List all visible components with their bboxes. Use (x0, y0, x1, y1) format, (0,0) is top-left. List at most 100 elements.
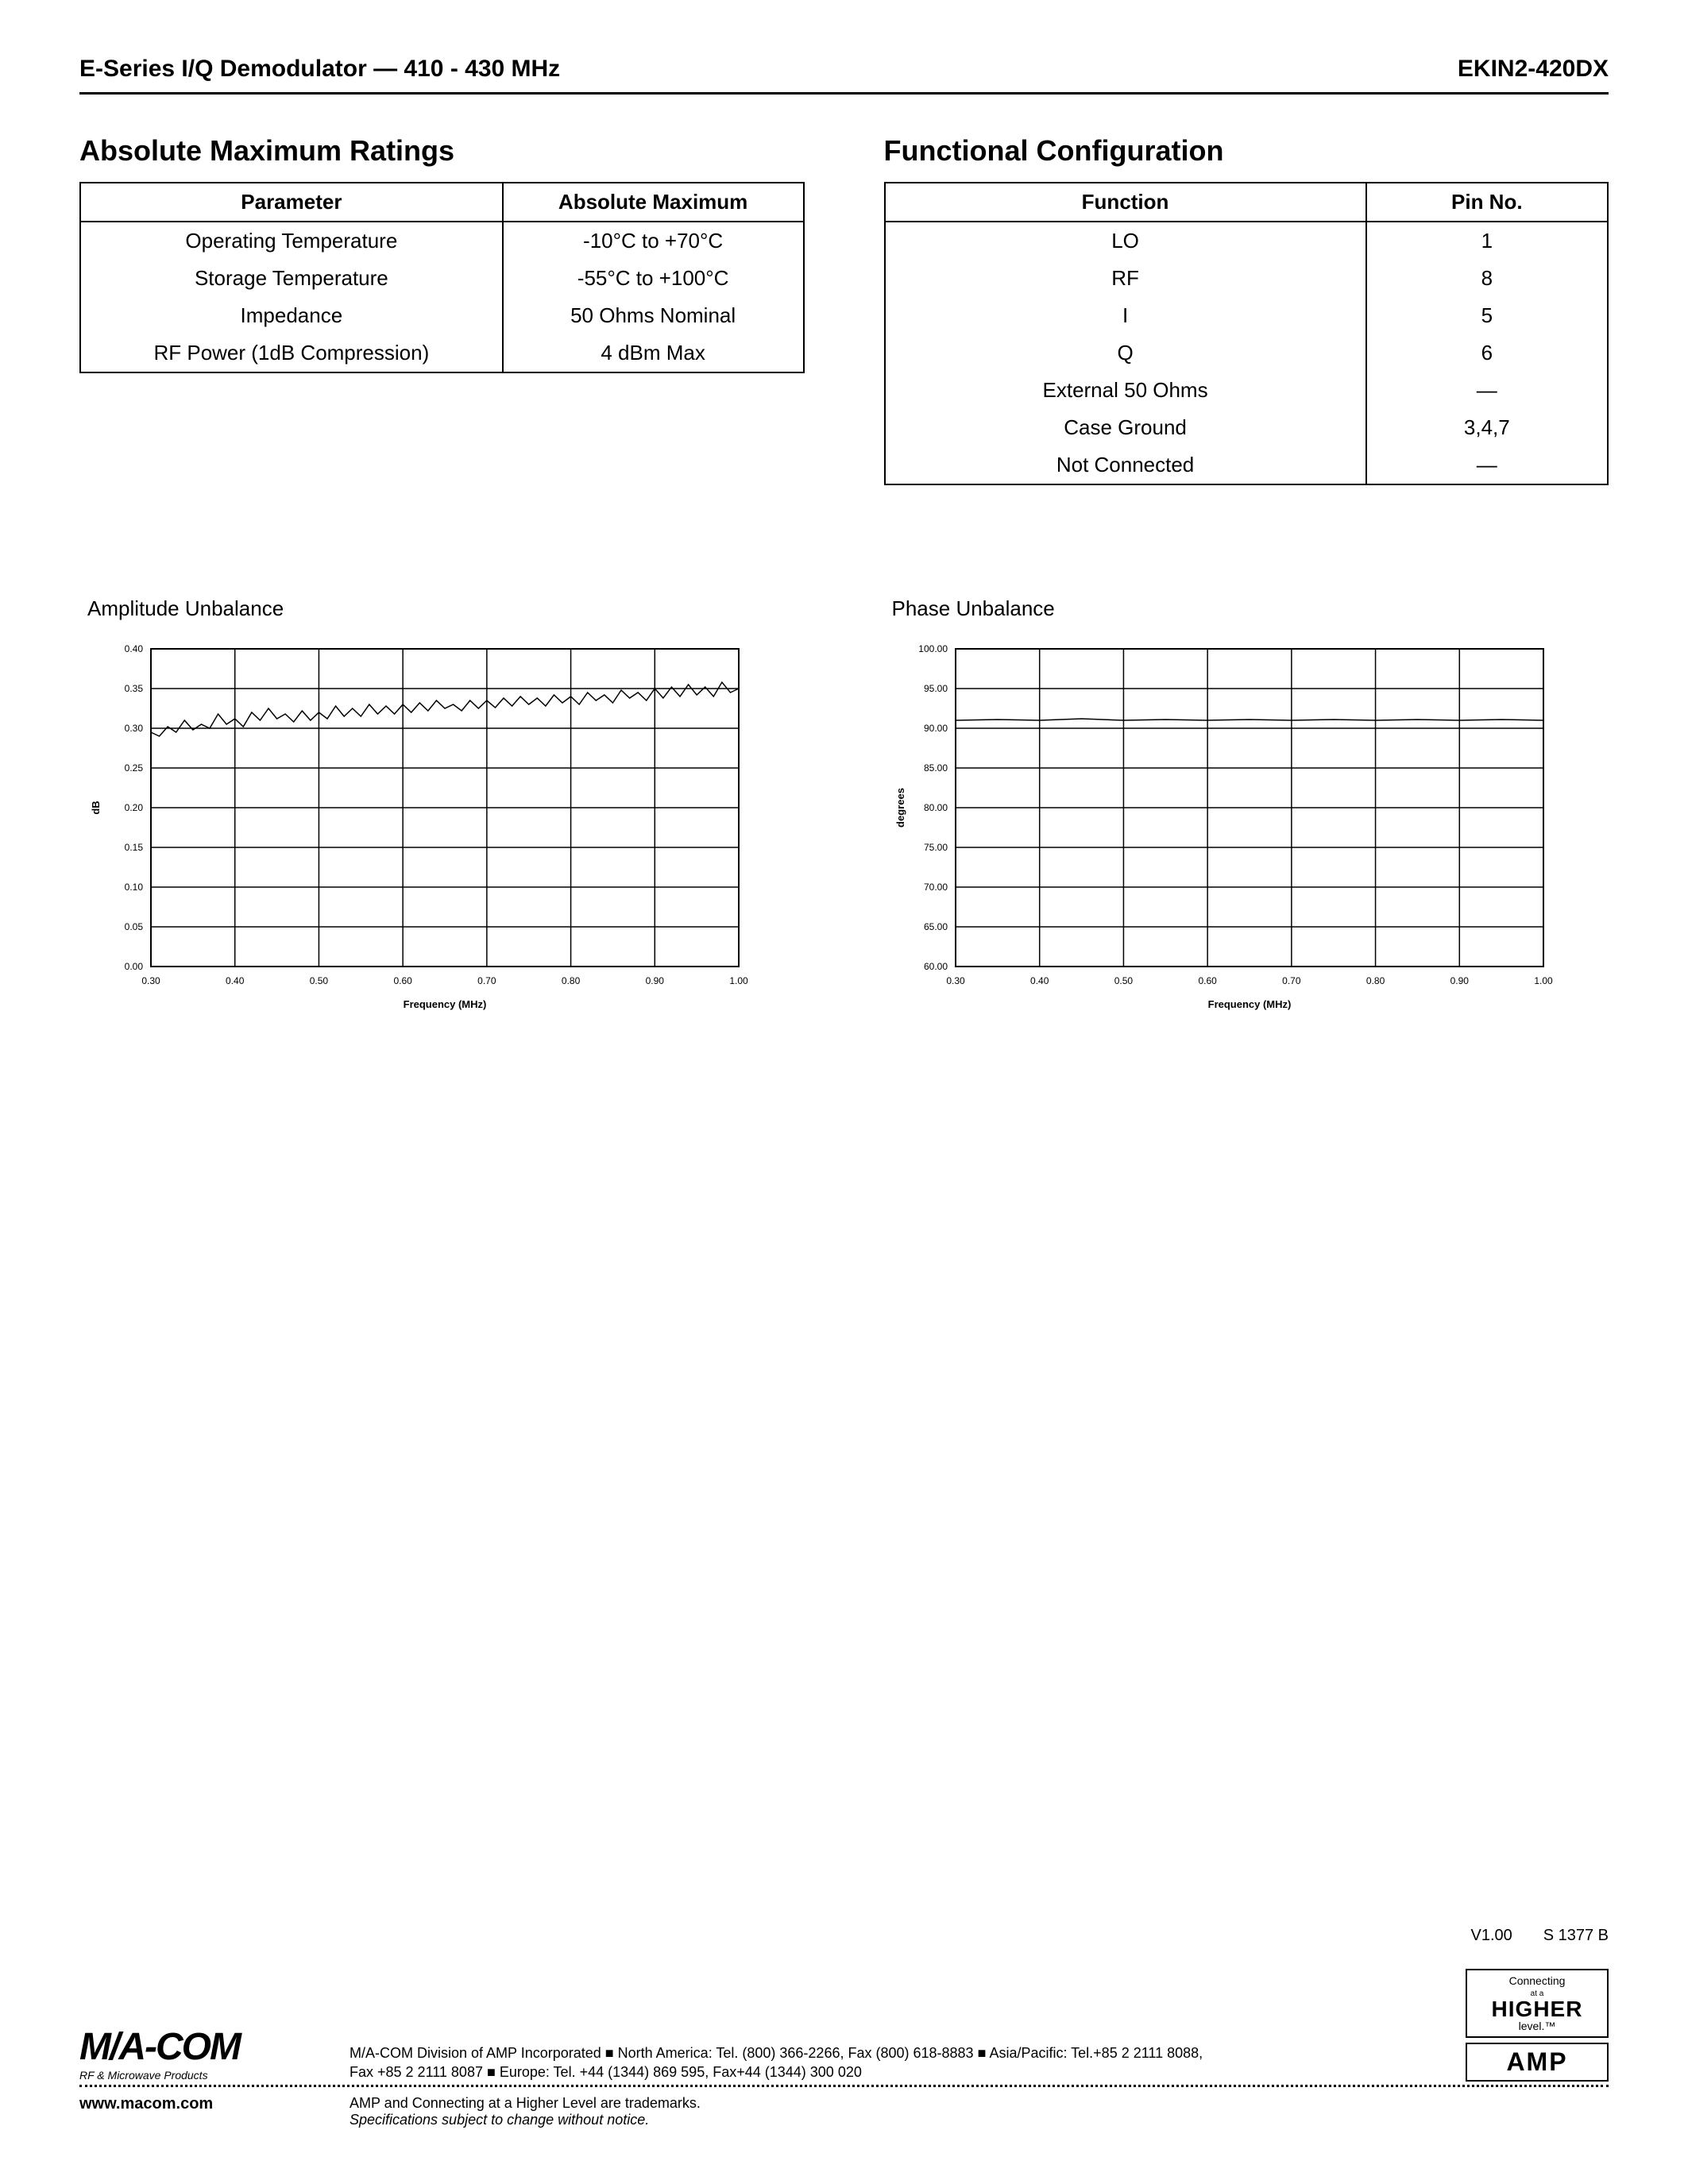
svg-text:0.40: 0.40 (226, 975, 245, 986)
table-cell: External 50 Ohms (885, 372, 1366, 409)
amplitude-chart: 0.30 0.40 0.50 0.60 0.70 0.80 0.90 1.00 0.00 0.05… (79, 641, 755, 1022)
version-line: V1.00 S 1377 B (79, 1927, 1609, 1945)
svg-text:95.00: 95.00 (923, 683, 947, 694)
svg-text:0.10: 0.10 (125, 882, 144, 893)
trademark-line: AMP and Connecting at a Higher Level are… (350, 2095, 1609, 2112)
func-config-table: Function Pin No. LO1RF8I5Q6External 50 O… (884, 182, 1609, 485)
footer-divider (79, 2085, 1609, 2087)
table-cell: Not Connected (885, 446, 1366, 484)
svg-text:60.00: 60.00 (923, 961, 947, 972)
svg-text:0.20: 0.20 (125, 802, 144, 813)
phase-chart-section: Phase Unbalance 0.30 0.40 0.50 0.60 0.70 0.80… (884, 596, 1609, 1022)
table-cell: RF Power (1dB Compression) (80, 334, 503, 372)
table-cell: 3,4,7 (1366, 409, 1608, 446)
connecting-top: Connecting (1509, 1974, 1566, 1987)
func-config-section: Functional Configuration Function Pin No… (884, 134, 1609, 485)
svg-text:dB: dB (90, 801, 102, 814)
table-cell: Impedance (80, 297, 503, 334)
phase-chart-title: Phase Unbalance (892, 596, 1609, 621)
connecting-box: Connecting at a HIGHER level.™ (1466, 1969, 1609, 2038)
table-cell: -10°C to +70°C (503, 222, 804, 260)
svg-text:1.00: 1.00 (729, 975, 748, 986)
table-cell: 4 dBm Max (503, 334, 804, 372)
spec-line: Specifications subject to change without… (350, 2112, 1609, 2128)
footer-notes: AMP and Connecting at a Higher Level are… (350, 2095, 1609, 2128)
svg-text:90.00: 90.00 (923, 723, 947, 734)
table-cell: LO (885, 222, 1366, 260)
svg-text:75.00: 75.00 (923, 842, 947, 853)
table-cell: 5 (1366, 297, 1608, 334)
macom-logo: M/A-COM RF & Microwave Products (79, 2025, 318, 2082)
abs-max-section: Absolute Maximum Ratings Parameter Absol… (79, 134, 805, 485)
contact-line-2: Fax +85 2 2111 8087 ■ Europe: Tel. +44 (… (350, 2063, 1434, 2082)
page-footer: V1.00 S 1377 B M/A-COM RF & Microwave Pr… (79, 1927, 1609, 2128)
svg-text:0.70: 0.70 (477, 975, 496, 986)
svg-text:0.35: 0.35 (125, 683, 144, 694)
svg-text:0.40: 0.40 (1030, 975, 1049, 986)
abs-max-col-1: Absolute Maximum (503, 183, 804, 222)
svg-text:0.90: 0.90 (646, 975, 665, 986)
svg-text:0.05: 0.05 (125, 921, 144, 932)
table-cell: Storage Temperature (80, 260, 503, 297)
svg-text:65.00: 65.00 (923, 921, 947, 932)
svg-text:0.50: 0.50 (310, 975, 329, 986)
svg-text:0.30: 0.30 (141, 975, 160, 986)
logo-sub-text: RF & Microwave Products (79, 2069, 318, 2082)
footer-contact: M/A-COM Division of AMP Incorporated ■ N… (350, 2044, 1434, 2082)
svg-text:80.00: 80.00 (923, 802, 947, 813)
svg-text:0.25: 0.25 (125, 762, 144, 774)
version-text: V1.00 (1471, 1927, 1512, 1944)
table-cell: — (1366, 372, 1608, 409)
svg-text:0.80: 0.80 (562, 975, 581, 986)
amplitude-chart-section: Amplitude Unbalance 0.30 0.40 0.50 0.60 0.70… (79, 596, 805, 1022)
svg-text:Frequency (MHz): Frequency (MHz) (404, 998, 487, 1010)
svg-text:0.30: 0.30 (946, 975, 965, 986)
page-header: E-Series I/Q Demodulator — 410 - 430 MHz… (79, 56, 1609, 95)
logo-main-text: M/A-COM (79, 2025, 318, 2069)
table-cell: 50 Ohms Nominal (503, 297, 804, 334)
svg-text:0.15: 0.15 (125, 842, 144, 853)
func-config-col-0: Function (885, 183, 1366, 222)
svg-text:70.00: 70.00 (923, 882, 947, 893)
table-cell: RF (885, 260, 1366, 297)
func-config-title: Functional Configuration (884, 134, 1609, 168)
connecting-bottom: level.™ (1519, 2020, 1556, 2032)
svg-text:0.40: 0.40 (125, 643, 144, 654)
phase-chart: 0.30 0.40 0.50 0.60 0.70 0.80 0.90 1.00 60.00 65.… (884, 641, 1559, 1022)
amplitude-chart-title: Amplitude Unbalance (87, 596, 805, 621)
abs-max-title: Absolute Maximum Ratings (79, 134, 805, 168)
table-cell: 1 (1366, 222, 1608, 260)
table-cell: Case Ground (885, 409, 1366, 446)
svg-text:0.90: 0.90 (1450, 975, 1469, 986)
svg-text:Frequency (MHz): Frequency (MHz) (1207, 998, 1291, 1010)
svg-text:0.30: 0.30 (125, 723, 144, 734)
svg-text:0.70: 0.70 (1282, 975, 1301, 986)
contact-line-1: M/A-COM Division of AMP Incorporated ■ N… (350, 2044, 1434, 2062)
table-cell: — (1366, 446, 1608, 484)
svg-text:0.60: 0.60 (1198, 975, 1217, 986)
svg-text:0.50: 0.50 (1114, 975, 1133, 986)
abs-max-table: Parameter Absolute Maximum Operating Tem… (79, 182, 805, 373)
svg-text:0.00: 0.00 (125, 961, 144, 972)
svg-text:85.00: 85.00 (923, 762, 947, 774)
amp-block: Connecting at a HIGHER level.™ AMP (1466, 1969, 1609, 2082)
table-cell: 6 (1366, 334, 1608, 372)
footer-website: www.macom.com (79, 2095, 213, 2113)
svg-text:100.00: 100.00 (918, 643, 948, 654)
header-title-right: EKIN2-420DX (1458, 56, 1609, 83)
svg-text:degrees: degrees (894, 788, 906, 828)
svg-text:0.80: 0.80 (1365, 975, 1385, 986)
table-cell: 8 (1366, 260, 1608, 297)
svg-text:1.00: 1.00 (1534, 975, 1553, 986)
header-title-left: E-Series I/Q Demodulator — 410 - 430 MHz (79, 56, 560, 83)
connecting-main: HIGHER (1475, 1998, 1599, 2020)
svg-text:0.60: 0.60 (393, 975, 412, 986)
abs-max-col-0: Parameter (80, 183, 503, 222)
table-cell: I (885, 297, 1366, 334)
table-cell: Q (885, 334, 1366, 372)
func-config-col-1: Pin No. (1366, 183, 1608, 222)
amp-logo: AMP (1466, 2043, 1609, 2082)
table-cell: Operating Temperature (80, 222, 503, 260)
doc-code-text: S 1377 B (1543, 1927, 1609, 1944)
table-cell: -55°C to +100°C (503, 260, 804, 297)
